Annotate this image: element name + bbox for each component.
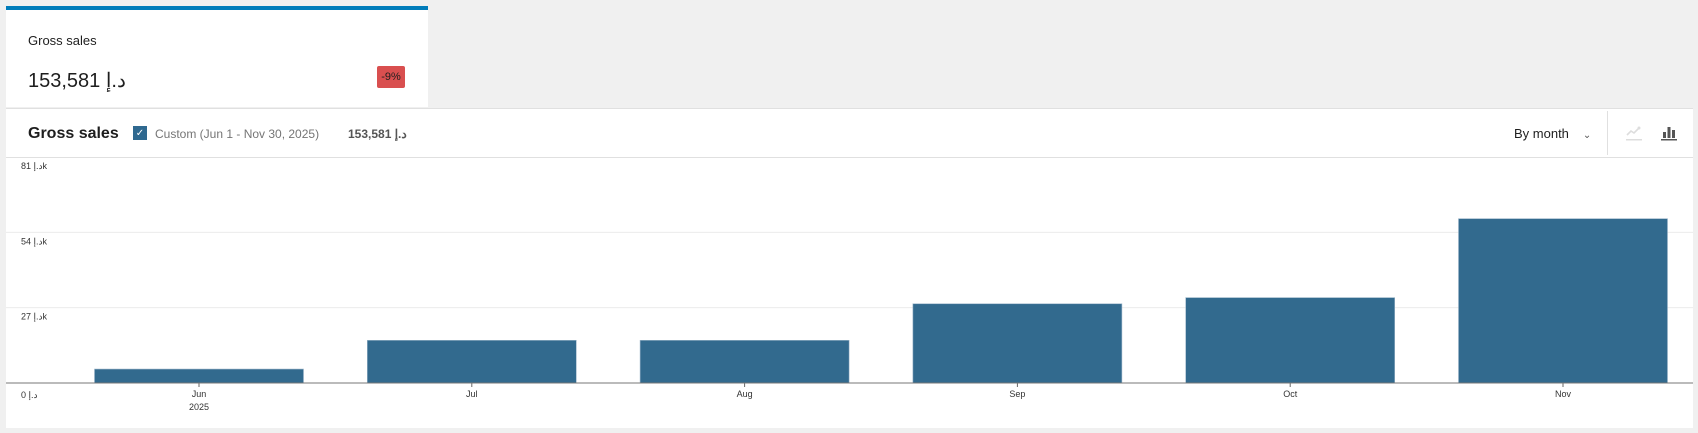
chart-card: Gross sales ✓ Custom (Jun 1 - Nov 30, 20… <box>6 108 1693 428</box>
summary-label: Gross sales <box>28 33 97 48</box>
bar-chart: 0 د.إ 27 د.إk 54 د.إk 81 د.إk Jun 2025 Jul Aug S… <box>6 161 1693 412</box>
line-chart-icon[interactable] <box>1624 123 1644 143</box>
chart-title: Gross sales <box>28 125 119 142</box>
bar-sep <box>912 303 1123 384</box>
y-tick-label: 54 د.إk <box>21 236 48 247</box>
header-divider <box>1607 111 1608 155</box>
bar-chart-icon[interactable] <box>1659 123 1679 143</box>
x-tick-label: Sep <box>1009 389 1025 399</box>
x-tick-label: Aug <box>737 389 753 399</box>
legend-label[interactable]: Custom (Jun 1 - Nov 30, 2025) <box>155 127 320 141</box>
bar-jul <box>366 340 577 384</box>
delta-badge: -9% <box>377 66 405 88</box>
interval-value: By month <box>1514 126 1569 141</box>
y-tick-label: 27 د.إk <box>21 312 48 323</box>
y-tick-label: 0 د.إ <box>21 390 38 401</box>
x-tick-label: Jun <box>192 389 207 399</box>
bar-oct <box>1185 297 1395 384</box>
y-tick-label: 81 د.إk <box>21 161 48 172</box>
bar-jun <box>94 368 304 384</box>
summary-card-gross-sales[interactable]: Gross sales 153,581 د.إ -9% <box>6 6 428 107</box>
x-tick-label: Jul <box>466 389 478 399</box>
x-year-label: 2025 <box>189 402 209 412</box>
x-tick-label: Oct <box>1283 389 1298 399</box>
x-tick-label: Nov <box>1555 389 1572 399</box>
chevron-down-icon: ⌄ <box>1582 130 1592 141</box>
summary-value: 153,581 د.إ <box>28 70 126 92</box>
checkmark-icon: ✓ <box>135 127 145 139</box>
legend-total: 153,581 د.إ <box>348 127 407 141</box>
bar-nov <box>1458 218 1668 384</box>
bar-aug <box>639 340 850 384</box>
interval-select[interactable]: By month ⌄ <box>1514 126 1591 141</box>
chart-header: Gross sales ✓ Custom (Jun 1 - Nov 30, 20… <box>6 109 1693 158</box>
legend-checkbox[interactable]: ✓ <box>133 126 147 140</box>
